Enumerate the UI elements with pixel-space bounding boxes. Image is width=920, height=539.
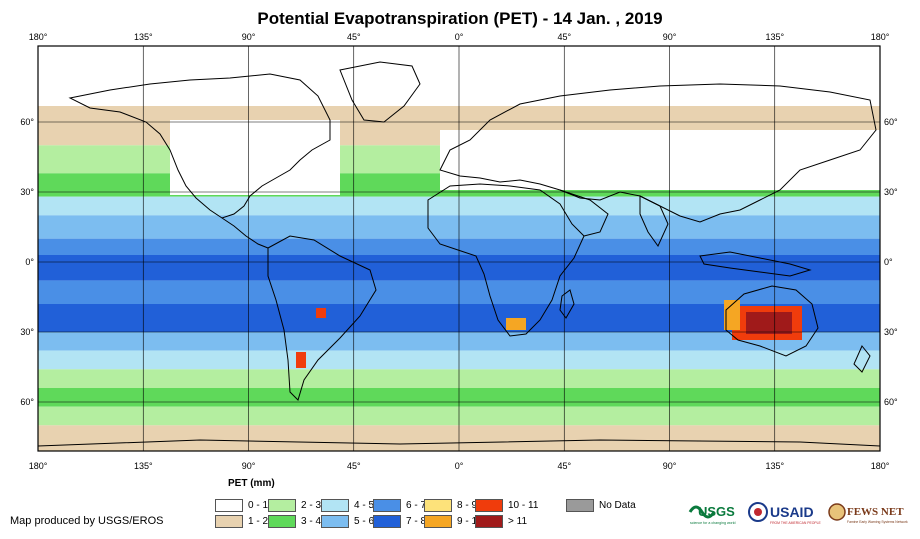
legend-label: 3 - 4 (301, 516, 322, 527)
legend-swatch (321, 499, 349, 512)
lat-tick-label-right: 30° (884, 187, 898, 197)
legend-swatch (268, 515, 296, 528)
legend-swatch (424, 499, 452, 512)
usgs-logo-tagline: science for a changing world (690, 521, 736, 525)
lat-tick-label-right: 0° (884, 257, 893, 267)
lat-tick-label-left: 30° (20, 187, 34, 197)
lat-tick-label-right: 60° (884, 117, 898, 127)
lon-tick-label: 90° (242, 461, 256, 470)
lon-tick-label: 90° (242, 32, 256, 42)
madagascar-outline (559, 289, 575, 319)
lon-tick-label: 45° (347, 461, 361, 470)
central-america-outline (221, 217, 269, 249)
australia-outline (725, 285, 819, 357)
legend-label: No Data (599, 500, 636, 511)
legend-label: 2 - 3 (301, 500, 322, 511)
credit-text: Map produced by USGS/EROS (10, 515, 164, 527)
pet-map: 180° 180° 135° 135° 90° 90° 45° 45° 0° 0° 45° 45° 90… (20, 32, 898, 470)
lon-tick-label: 45° (557, 461, 571, 470)
legend-label: 1 - 2 (248, 516, 269, 527)
legend-label: 4 - 5 (354, 500, 375, 511)
africa-outline (427, 183, 585, 337)
continents (38, 61, 880, 447)
lon-tick-label: 0° (455, 32, 464, 42)
lon-tick-label: 45° (347, 32, 361, 42)
usaid-logo-tagline: FROM THE AMERICAN PEOPLE (770, 521, 822, 525)
antarctica-outline (38, 439, 880, 447)
lat-tick-label-left: 0° (25, 257, 34, 267)
lon-tick-label: 90° (663, 32, 677, 42)
low-pet-region (440, 130, 880, 190)
high-pet-region (296, 352, 306, 368)
legend-label: 10 - 11 (508, 500, 539, 511)
lon-tick-label: 135° (765, 461, 784, 470)
legend-swatch (566, 499, 594, 512)
high-pet-region (746, 312, 792, 334)
india-outline (639, 195, 669, 247)
legend-swatch (215, 499, 243, 512)
low-pet-region (170, 120, 340, 195)
lon-tick-label: 90° (663, 461, 677, 470)
legend-swatch (268, 499, 296, 512)
legend-swatch (321, 515, 349, 528)
legend-label: 6 - 7 (406, 500, 427, 511)
legend-label: 8 - 9 (457, 500, 478, 511)
lon-tick-label: 180° (871, 32, 890, 42)
usgs-logo-text: USGS (698, 504, 735, 519)
usaid-logo-text: USAID (770, 504, 814, 520)
lon-tick-label: 180° (29, 32, 48, 42)
legend-swatch (424, 515, 452, 528)
lat-tick-label-left: 60° (20, 117, 34, 127)
lat-tick-label-right: 60° (884, 397, 898, 407)
legend-label: 5 - 6 (354, 516, 375, 527)
new-zealand-outline (853, 345, 871, 373)
legend-label: 0 - 1 (248, 500, 269, 511)
lon-tick-label: 45° (557, 32, 571, 42)
legend-title: PET (mm) (228, 478, 275, 489)
legend-label: > 11 (508, 516, 527, 527)
high-pet-region (316, 308, 326, 318)
lon-tick-label: 135° (765, 32, 784, 42)
fews-net-logo: FEWS NET Famine Early Warning Systems Ne… (828, 503, 908, 524)
south-america-outline (267, 235, 377, 401)
lon-tick-label: 180° (871, 461, 890, 470)
legend-swatch (373, 515, 401, 528)
lat-tick-label-left: 30° (20, 327, 34, 337)
arabia-outline (559, 189, 609, 237)
legend-swatch (475, 515, 503, 528)
legend-label: 9 - 10 (457, 516, 483, 527)
lon-tick-label: 0° (455, 461, 464, 470)
legend-swatch (475, 499, 503, 512)
lat-tick-label-right: 30° (884, 327, 898, 337)
graticule (38, 46, 880, 451)
legend-label: 7 - 8 (406, 516, 427, 527)
legend-swatch (215, 515, 243, 528)
north-america-outline (68, 73, 331, 219)
lon-tick-label: 180° (29, 461, 48, 470)
high-pet-region (724, 300, 740, 330)
high-pet-region (506, 318, 526, 330)
usgs-logo: USGS science for a changing world (688, 504, 736, 525)
map-title: Potential Evapotranspiration (PET) - 14 … (257, 9, 663, 28)
lon-tick-label: 135° (134, 461, 153, 470)
axis-ticks: 180° 180° 135° 135° 90° 90° 45° 45° 0° 0° 45° 45° 90… (20, 32, 898, 470)
legend-swatch (373, 499, 401, 512)
usaid-logo: USAID FROM THE AMERICAN PEOPLE (748, 502, 822, 525)
eurasia-outline (439, 83, 877, 223)
fews-logo-tagline: Famine Early Warning Systems Network (847, 520, 908, 524)
fews-logo-text: FEWS NET (847, 506, 904, 518)
lat-tick-label-left: 60° (20, 397, 34, 407)
lon-tick-label: 135° (134, 32, 153, 42)
indonesia-outline (699, 251, 812, 277)
greenland-outline (339, 61, 421, 123)
